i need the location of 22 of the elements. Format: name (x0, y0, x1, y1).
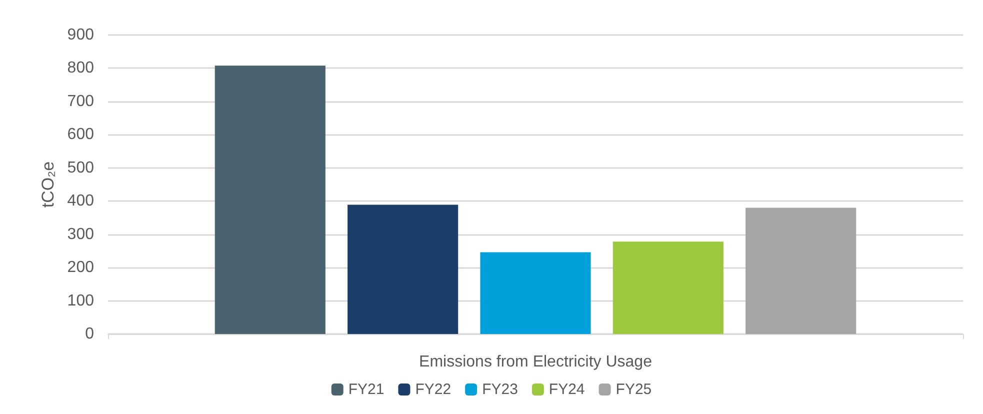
legend-label: FY23 (482, 381, 518, 398)
y-tick-label: 600 (67, 126, 94, 144)
y-tick-label: 500 (67, 159, 94, 176)
x-tick-label: Emissions from Electricity Usage (419, 354, 652, 370)
bar (612, 242, 724, 334)
y-tick-label: 300 (67, 226, 94, 243)
y-tick-label: 100 (67, 292, 94, 310)
bar (348, 204, 458, 334)
y-tick-label: 400 (67, 192, 94, 210)
legend-label: FY25 (616, 381, 652, 398)
y-tick-label: 700 (67, 92, 94, 110)
y-axis-title: tCO₂e (38, 161, 58, 208)
y-tick-label: 800 (67, 60, 94, 77)
bar (480, 252, 591, 334)
legend-label: FY24 (548, 381, 585, 398)
legend-label: FY22 (415, 381, 452, 398)
y-tick-label: 900 (67, 26, 94, 44)
y-tick-label: 0 (85, 326, 94, 342)
bar (214, 66, 326, 334)
y-tick-label: 200 (67, 259, 94, 276)
bar (746, 208, 856, 334)
legend-label: FY21 (348, 381, 384, 398)
